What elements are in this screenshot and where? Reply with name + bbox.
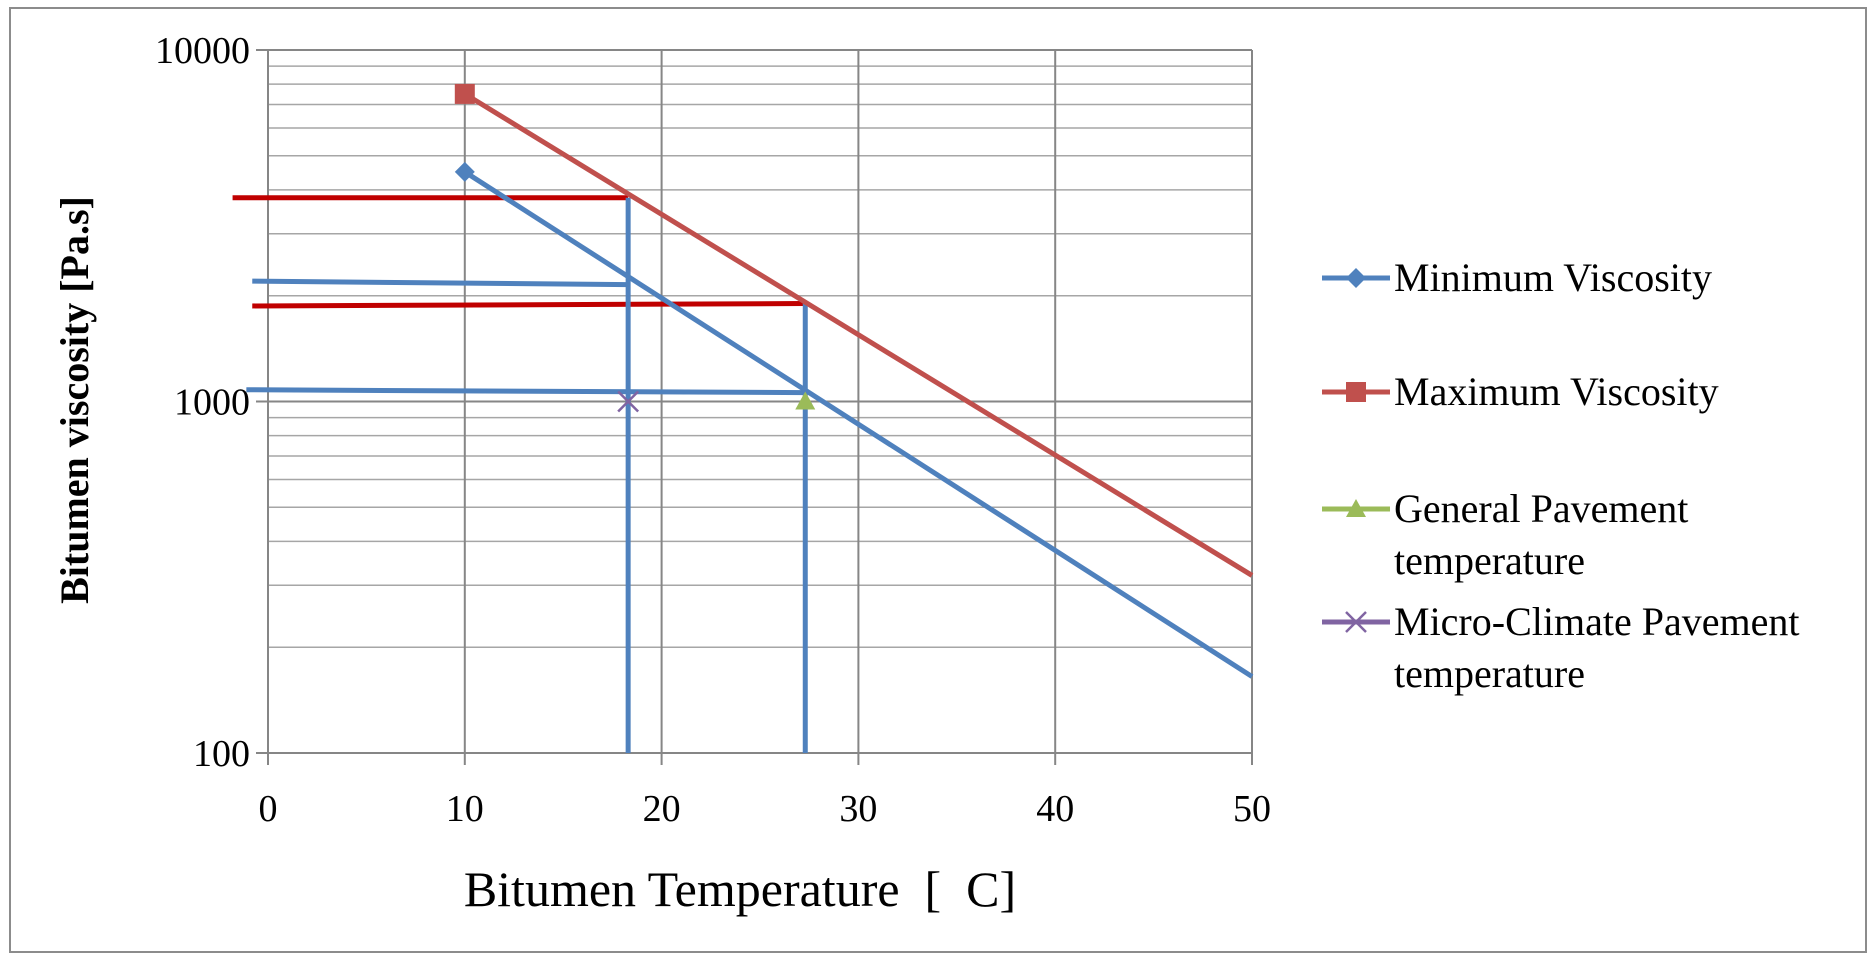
micro-climate-pavement-temperature-point [617,390,640,413]
guide-line-2 [252,301,806,309]
legend-label: Minimum Viscosity [1394,255,1712,300]
maximum-viscosity-line [463,91,1254,578]
legend-label-line: Minimum Viscosity [1394,255,1712,300]
legend-marker [1346,382,1366,402]
legend-entry-general-pavement-temperature: General Pavement temperature [1322,486,1688,583]
y-tick-label: 10000 [155,30,250,72]
guide-line-4 [246,387,806,396]
legend-label-line: temperature [1394,538,1585,583]
legend-label: Micro-Climate Pavement temperature [1394,599,1799,696]
y-tick-label: 100 [193,733,250,775]
legend-label-line: General Pavement [1394,486,1688,531]
axis-layer [256,49,1253,765]
x-tick-label: 50 [1233,788,1271,830]
minimum-viscosity-line [463,169,1254,679]
general-pavement-temperature-point [795,391,816,410]
x-tick-label: 10 [446,788,484,830]
x-tick-label: 20 [643,788,681,830]
legend-label-line: Maximum Viscosity [1394,369,1719,414]
x-tick-label: 0 [259,788,278,830]
tick-labels: 0 10 20 30 40 50 10000 1000 100 [155,30,1271,830]
legend-label: General Pavement temperature [1394,486,1688,583]
y-tick-label: 1000 [174,382,250,424]
micro-climate-pavement-temperature-point-stroke-b [617,390,640,413]
legend-marker-stroke-b [1345,611,1367,633]
x-tick-label: 30 [839,788,877,830]
grid-layer [267,49,1253,754]
series-layer [454,83,1254,679]
legend: Minimum Viscosity Maximum Viscosity Genera… [1322,255,1799,696]
annotation-lines [232,195,808,753]
minimum-viscosity-point [454,161,475,182]
legend-marker [1346,268,1366,288]
legend-label: Maximum Viscosity [1394,369,1719,414]
x-tick-label: 40 [1036,788,1074,830]
legend-entry-micro-climate-pavement-temperature: Micro-Climate Pavement temperature [1322,599,1799,696]
legend-entry-maximum-viscosity: Maximum Viscosity [1322,369,1719,414]
legend-marker [1346,499,1366,517]
legend-marker [1345,611,1367,633]
legend-label-line: Micro-Climate Pavement [1394,599,1799,644]
y-axis-label: Bitumen viscosity [Pa.s] [52,196,97,604]
legend-entry-minimum-viscosity: Minimum Viscosity [1322,255,1712,300]
legend-label-line: temperature [1394,651,1585,696]
maximum-viscosity-point [454,83,475,104]
x-axis-label: Bitumen Temperature [ C] [464,861,1016,917]
guide-line-3 [252,278,629,288]
